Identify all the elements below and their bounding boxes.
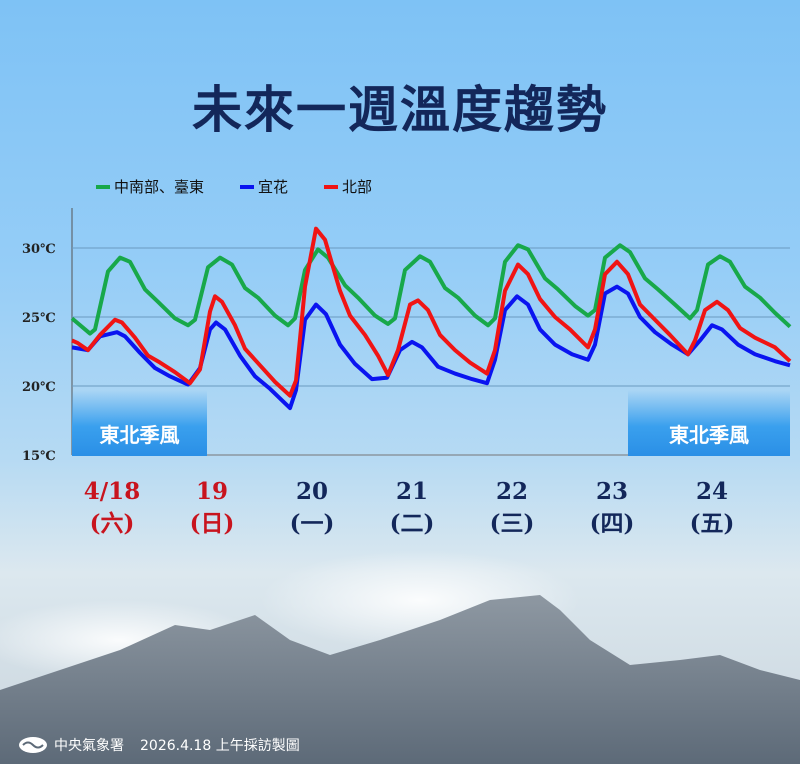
legend-swatch: [96, 184, 110, 189]
day-label: 24 (五): [667, 476, 757, 540]
monsoon-label-left: 東北季風: [72, 390, 207, 456]
legend-item-south: 中南部、臺東: [96, 176, 204, 197]
footer-note: 2026.4.18 上午採訪製圖: [140, 738, 300, 754]
day-date: 23: [595, 478, 628, 505]
legend-swatch: [324, 184, 339, 189]
day-date: 4/18: [83, 478, 141, 505]
monsoon-label-right: 東北季風: [628, 390, 790, 456]
y-tick-label: 20℃: [22, 380, 56, 395]
day-weekday: (日): [189, 510, 235, 537]
y-tick-label: 30℃: [22, 242, 56, 257]
day-label: 23 (四): [567, 476, 657, 540]
day-weekday: (五): [689, 510, 735, 537]
series-line-2: [71, 226, 792, 398]
day-weekday: (二): [389, 510, 435, 537]
day-date: 21: [395, 478, 428, 505]
series-line-0: [70, 243, 792, 336]
day-date: 22: [495, 478, 528, 505]
day-weekday: (四): [589, 510, 635, 537]
day-date: 24: [695, 478, 728, 505]
legend-label: 北部: [342, 178, 373, 196]
legend-item-yilan-hualien: 宜花: [240, 176, 288, 197]
footer-org: 中央氣象署: [54, 738, 124, 754]
cwa-logo-icon: [19, 737, 47, 753]
day-weekday: (一): [289, 510, 335, 537]
day-weekday: (六): [89, 510, 135, 537]
day-label: 4/18 (六): [67, 476, 157, 540]
legend-label: 中南部、臺東: [114, 178, 205, 196]
legend-swatch: [240, 184, 255, 189]
legend: 中南部、臺東 宜花 北部: [96, 176, 372, 197]
legend-label: 宜花: [258, 178, 289, 196]
day-label: 21 (二): [367, 476, 457, 540]
day-date: 20: [295, 478, 328, 505]
legend-item-north: 北部: [324, 176, 372, 197]
chart-title: 未來一週溫度趨勢: [192, 81, 608, 139]
day-label: 20 (一): [267, 476, 357, 540]
footer: 中央氣象署 2026.4.18 上午採訪製圖: [18, 735, 300, 755]
day-date: 19: [195, 478, 228, 505]
day-label: 22 (三): [467, 476, 557, 540]
day-weekday: (三): [489, 510, 535, 537]
temperature-chart: 15℃ 20℃ 25℃ 30℃: [22, 208, 792, 464]
day-label: 19 (日): [167, 476, 257, 540]
y-tick-label: 25℃: [22, 311, 56, 326]
y-tick-label: 15℃: [22, 449, 56, 464]
